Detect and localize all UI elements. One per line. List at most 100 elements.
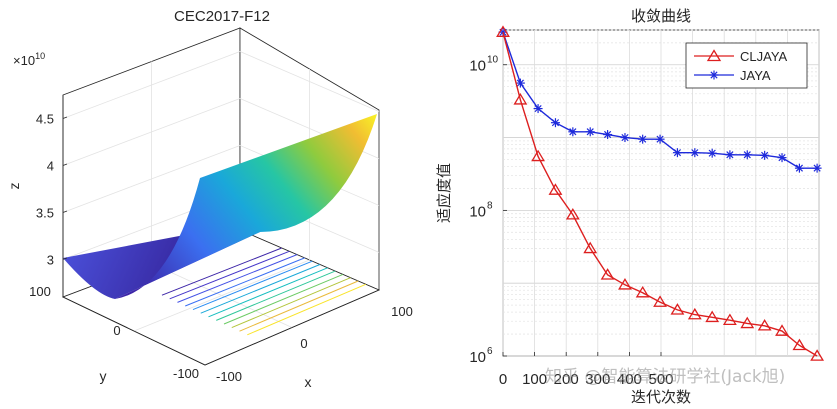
legend-label-cljaya: CLJAYA (740, 49, 788, 64)
watermark: 知乎 @智能算法研学社(Jack旭) (545, 367, 785, 387)
y-axis-label: 适应度值 (435, 163, 453, 223)
triangle-marker (687, 307, 702, 320)
series (496, 25, 825, 361)
z-tick-label: 4 (47, 158, 54, 173)
surface (63, 114, 377, 299)
triangle-marker (565, 208, 580, 220)
star-marker (760, 150, 770, 160)
star-marker (707, 148, 717, 158)
triangle-marker (653, 295, 667, 307)
contour-line (223, 273, 344, 325)
series-jaya (498, 27, 822, 173)
y-tick-exponent: 6 (487, 346, 493, 357)
triangle-marker (635, 285, 650, 298)
series-cljaya (496, 25, 825, 361)
surface-panel: CEC2017-F12 (6, 8, 413, 390)
contour-line (231, 277, 351, 329)
triangle-marker (670, 303, 685, 315)
z-tick-labels: 3 3.5 4 4.5 (36, 111, 68, 267)
contour-line (169, 250, 290, 300)
triangle-marker (496, 25, 510, 37)
star-marker (794, 163, 804, 173)
star-marker (638, 134, 648, 144)
contour-line (185, 257, 305, 307)
legend-box (685, 42, 808, 89)
triangle-marker (810, 349, 825, 361)
star-marker (742, 150, 752, 160)
triangle-marker (618, 278, 632, 290)
z-axis-label: z (6, 183, 22, 190)
x-tick-label: 400 (617, 371, 642, 388)
star-marker (812, 163, 822, 173)
star-marker (709, 70, 719, 80)
x-tick-label: 0 (300, 336, 307, 351)
x-tick-label: 0 (499, 371, 507, 388)
star-marker (725, 150, 735, 160)
z-tick-label: 3.5 (36, 205, 54, 220)
y-axis-label: y (100, 368, 107, 384)
contour-line (192, 260, 313, 311)
star-marker (568, 127, 578, 137)
z-tick-mark (62, 163, 68, 166)
contour-line (177, 254, 298, 303)
star-marker (690, 148, 700, 158)
surface-right-face (115, 114, 377, 299)
triangle-marker (513, 93, 528, 105)
z-tick-label: 4.5 (36, 111, 54, 126)
y-tick-exponent: 8 (487, 200, 493, 211)
contour-line (161, 247, 282, 296)
x-tick-label: 100 (391, 304, 413, 319)
grid-lines (502, 29, 820, 357)
surface-title: CEC2017-F12 (174, 8, 270, 25)
star-marker (672, 148, 682, 158)
x-tick-label: -100 (216, 369, 242, 384)
contour-lines (161, 247, 366, 336)
triangle-marker (531, 149, 545, 162)
y-tick-label: -100 (173, 366, 199, 381)
z-tick-mark (62, 257, 68, 260)
triangle-marker (775, 324, 789, 336)
y-tick-label: 0 (113, 323, 120, 338)
x-tick-label: 200 (554, 371, 579, 388)
y-tick-label: 100 (29, 284, 51, 299)
triangle-marker (600, 268, 615, 280)
z-exponent: ×1010 (13, 51, 45, 68)
floor-grid-line (133, 259, 310, 332)
x-tick-label: 100 (522, 371, 547, 388)
legend-marker-star (709, 70, 719, 80)
z-tick-label: 3 (47, 252, 54, 267)
star-marker (550, 118, 560, 128)
contour-line (239, 280, 359, 332)
y-tick-label: 10 (469, 58, 486, 75)
x-tick-label: 300 (585, 371, 610, 388)
triangle-marker (792, 338, 807, 351)
convergence-title: 收敛曲线 (631, 7, 691, 25)
triangle-marker (548, 183, 563, 195)
triangle-marker (740, 316, 755, 329)
y-axis-line (62, 296, 206, 366)
grid-3d (62, 51, 380, 332)
star-marker (620, 133, 630, 143)
star-marker (515, 78, 525, 88)
contour-line (208, 267, 328, 318)
contour-line (247, 283, 366, 336)
star-marker (777, 153, 787, 163)
triangle-marker (722, 313, 737, 325)
triangle-marker (705, 310, 720, 323)
contour-line (216, 270, 336, 321)
legend-marker-triangle (706, 49, 722, 62)
y-tick-label: 10 (469, 203, 486, 220)
star-marker (655, 134, 665, 144)
z-tick-mark (62, 210, 68, 213)
star-marker (533, 104, 543, 114)
contour-line (200, 264, 321, 314)
z-tick-mark (62, 116, 68, 119)
x-axis-label: 迭代次数 (631, 388, 691, 406)
legend: CLJAYA JAYA (685, 42, 808, 89)
x-axis-line (204, 289, 380, 366)
star-marker (585, 127, 595, 137)
legend-label-jaya: JAYA (740, 68, 771, 83)
